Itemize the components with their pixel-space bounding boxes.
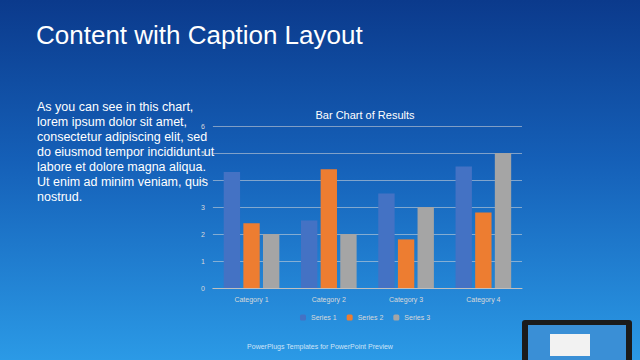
svg-text:1: 1 [201, 258, 205, 265]
svg-text:Category 3: Category 3 [389, 296, 423, 304]
svg-text:5: 5 [201, 150, 205, 157]
svg-text:Series 3: Series 3 [404, 314, 430, 321]
svg-text:4: 4 [201, 177, 205, 184]
svg-text:6: 6 [201, 123, 205, 130]
svg-text:2: 2 [201, 231, 205, 238]
svg-text:Category 1: Category 1 [234, 296, 268, 304]
svg-text:Bar Chart of Results: Bar Chart of Results [315, 109, 415, 121]
svg-text:0: 0 [201, 285, 205, 292]
svg-text:Category 4: Category 4 [466, 296, 500, 304]
svg-text:Category 2: Category 2 [312, 296, 346, 304]
svg-text:Series 1: Series 1 [311, 314, 337, 321]
svg-text:3: 3 [201, 204, 205, 211]
svg-text:Series 2: Series 2 [358, 314, 384, 321]
